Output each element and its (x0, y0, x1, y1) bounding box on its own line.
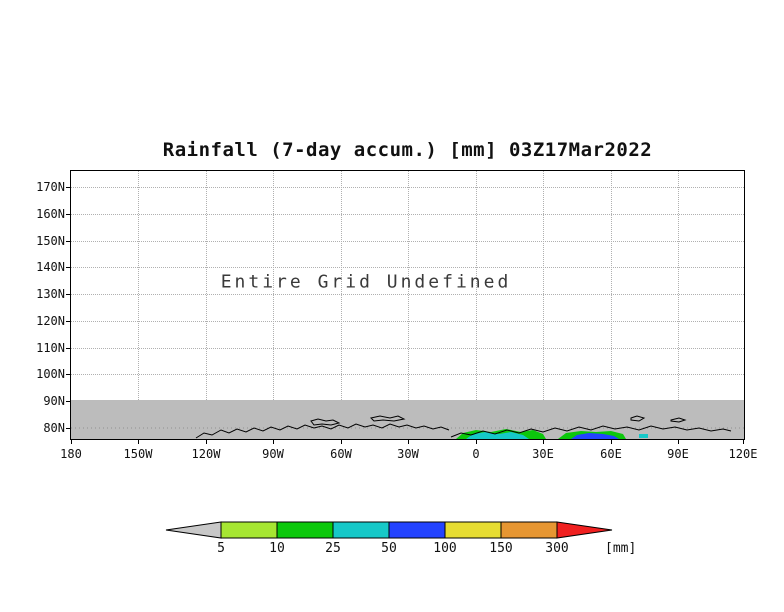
coastline-east (450, 425, 732, 438)
colorbar-label-5: 5 (217, 541, 225, 556)
x-tick (71, 439, 72, 444)
colorbar-label-25: 25 (325, 541, 341, 556)
grid-vline (476, 171, 477, 400)
y-tick (66, 241, 71, 242)
x-tick (476, 439, 477, 444)
undefined-band-map (71, 400, 744, 439)
y-tick (66, 401, 71, 402)
colorbar-label-300: 300 (545, 541, 569, 556)
y-tick (66, 294, 71, 295)
grid-vline (341, 171, 342, 400)
colorbar-segment-5-10 (220, 521, 278, 539)
grid-hline (71, 241, 744, 242)
lat-label-80n: 80N (43, 421, 65, 435)
x-tick (408, 439, 409, 444)
annotation-text: Entire Grid Undefined (220, 271, 512, 293)
grid-vline (408, 171, 409, 400)
x-tick (206, 439, 207, 444)
lon-label-90e: 90E (667, 447, 689, 461)
lon-label-60w: 60W (330, 447, 352, 461)
rain-patch-blue-east (571, 433, 619, 439)
lat-label-110n: 110N (36, 341, 65, 355)
plot-title: Rainfall (7-day accum.) [mm] 03Z17Mar202… (162, 139, 653, 161)
y-tick (66, 428, 71, 429)
lat-label-160n: 160N (36, 207, 65, 221)
coastline-island-1 (310, 418, 341, 426)
grid-vline (206, 171, 207, 400)
x-tick (273, 439, 274, 444)
colorbar-right-arrow (556, 521, 613, 539)
colorbar (165, 521, 613, 539)
x-tick (341, 439, 342, 444)
rain-patch-cyan-west (466, 432, 529, 439)
lon-label-180: 180 (60, 447, 82, 461)
grid-hline (71, 214, 744, 215)
colorbar-segment-100-150 (444, 521, 502, 539)
colorbar-label-50: 50 (381, 541, 397, 556)
grid-vline (611, 171, 612, 400)
grid-hline (71, 187, 744, 188)
colorbar-label-100: 100 (433, 541, 457, 556)
y-tick (66, 348, 71, 349)
x-tick (678, 439, 679, 444)
lon-label-30e: 30E (532, 447, 554, 461)
colorbar-left-arrow (165, 521, 222, 539)
lon-label-0: 0 (472, 447, 480, 461)
lon-label-150w: 150W (123, 447, 153, 461)
lat-label-100n: 100N (36, 367, 65, 381)
y-tick (66, 187, 71, 188)
lat-label-140n: 140N (36, 260, 65, 274)
coastline-island-2 (370, 415, 406, 422)
grid-hline (71, 267, 744, 268)
y-tick (66, 374, 71, 375)
lat-label-90n: 90N (43, 394, 65, 408)
lat-label-120n: 120N (36, 314, 65, 328)
y-tick (66, 267, 71, 268)
grid-vline (138, 171, 139, 400)
y-tick (66, 214, 71, 215)
grid-hline (71, 321, 744, 322)
x-tick (543, 439, 544, 444)
x-tick (138, 439, 139, 444)
colorbar-unit-label: [mm] (605, 541, 637, 556)
lon-label-120e: 120E (728, 447, 758, 461)
lon-label-60e: 60E (600, 447, 622, 461)
grid-hline (71, 294, 744, 295)
x-tick (611, 439, 612, 444)
coastline-west (195, 423, 450, 439)
colorbar-label-150: 150 (489, 541, 513, 556)
colorbar-segment-150-300 (500, 521, 558, 539)
lat-label-130n: 130N (36, 287, 65, 301)
rain-patch-cyan-speck (639, 434, 648, 438)
grid-vline (273, 171, 274, 400)
coastline-archipelago-2 (670, 417, 687, 423)
lon-label-120w: 120W (191, 447, 221, 461)
colorbar-labels: 5 10 25 50 100 150 300 [mm] (165, 541, 665, 559)
undefined-band-fill (71, 400, 744, 439)
map-frame: Entire Grid Undefined 170N 160N 150N 140… (36, 170, 757, 461)
grid-vline (543, 171, 544, 400)
lat-label-150n: 150N (36, 234, 65, 248)
grid-vline (678, 171, 679, 400)
coastline-archipelago-1 (630, 415, 646, 422)
colorbar-segment-25-50 (332, 521, 390, 539)
lat-label-170n: 170N (36, 180, 65, 194)
grid-hline (71, 348, 744, 349)
colorbar-segment-50-100 (388, 521, 446, 539)
colorbar-label-10: 10 (269, 541, 285, 556)
lon-label-90w: 90W (262, 447, 284, 461)
lon-label-30w: 30W (397, 447, 419, 461)
grid-hline (71, 374, 744, 375)
x-tick (743, 439, 744, 444)
colorbar-segment-10-25 (276, 521, 334, 539)
y-tick (66, 321, 71, 322)
